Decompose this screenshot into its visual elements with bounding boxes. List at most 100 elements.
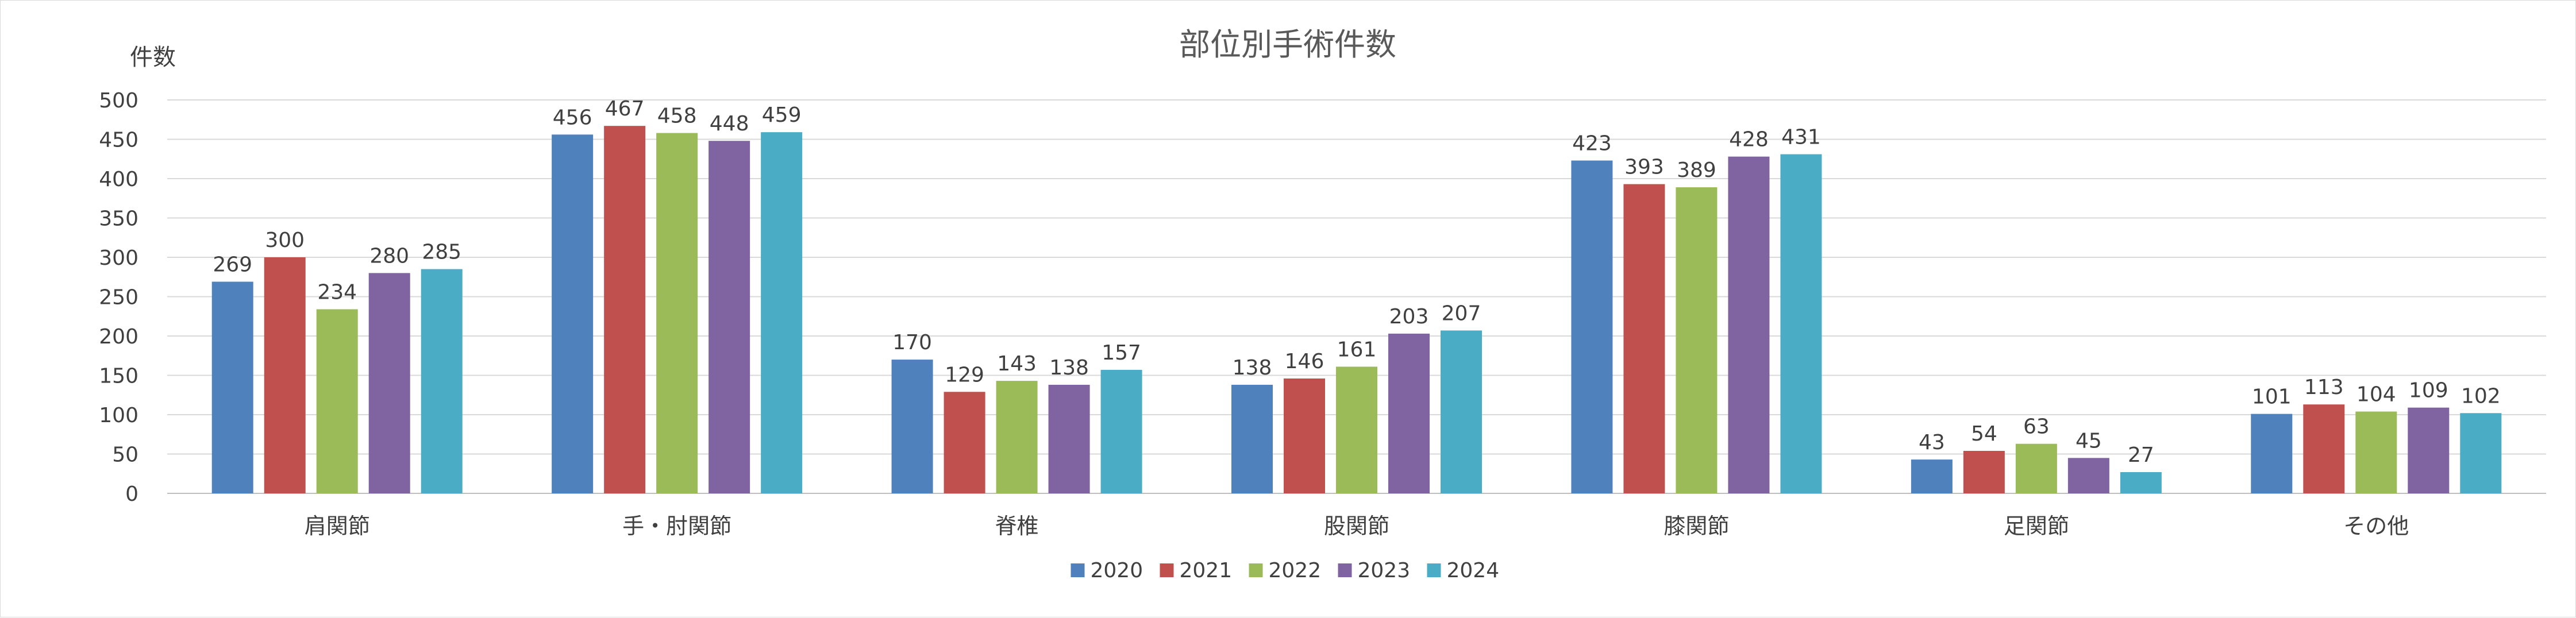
data-label: 203 (1389, 305, 1429, 329)
bar (2067, 458, 2109, 493)
bar (2120, 472, 2162, 493)
y-tick-label: 250 (99, 286, 138, 310)
data-label: 138 (1233, 356, 1272, 380)
data-label: 423 (1572, 132, 1612, 155)
y-tick-label: 0 (125, 482, 138, 506)
data-label: 458 (657, 105, 697, 128)
bar (2015, 443, 2057, 493)
data-label: 146 (1285, 350, 1324, 373)
bar (316, 309, 358, 493)
bar (996, 381, 1038, 493)
bar (1100, 369, 1142, 493)
legend: 2020 2021 2022 2023 2024 (1071, 559, 1499, 582)
data-label: 161 (1337, 338, 1377, 361)
bar (1780, 154, 1822, 493)
bar (2355, 411, 2397, 493)
data-label: 143 (997, 352, 1037, 376)
data-label: 285 (422, 241, 461, 264)
x-axis-ticks: 肩関節 手・肘関節 脊椎 股関節 膝関節 足関節 その他 (305, 513, 2409, 539)
data-label: 129 (945, 363, 984, 387)
data-label: 43 (1919, 431, 1945, 454)
data-label: 101 (2252, 385, 2292, 409)
y-tick-label: 100 (99, 404, 138, 427)
data-label: 389 (1677, 159, 1716, 182)
bar (552, 134, 594, 493)
bar (2251, 414, 2293, 493)
y-tick-label: 300 (99, 246, 138, 270)
bar (1284, 378, 1325, 493)
data-label: 428 (1729, 128, 1769, 152)
bar (761, 132, 803, 494)
bar (1963, 451, 2005, 493)
bar (2460, 413, 2502, 493)
x-tick-label: 手・肘関節 (622, 513, 731, 539)
legend-swatch (1071, 563, 1085, 577)
x-tick-label: 肩関節 (305, 513, 370, 539)
bar (1676, 187, 1718, 493)
data-label: 467 (605, 97, 645, 121)
data-label: 102 (2461, 384, 2501, 408)
data-label: 138 (1049, 356, 1089, 380)
bar (709, 141, 750, 494)
bar (1336, 366, 1377, 493)
x-tick-label: 脊椎 (995, 513, 1039, 539)
y-tick-label: 450 (99, 129, 138, 152)
data-label: 234 (317, 280, 357, 304)
bar (2408, 407, 2450, 493)
data-label: 104 (2356, 383, 2396, 407)
bar (891, 360, 933, 493)
data-label: 170 (892, 331, 932, 354)
data-label: 269 (213, 253, 252, 276)
bar (421, 269, 463, 493)
legend-swatch (1249, 563, 1263, 577)
y-tick-label: 350 (99, 207, 138, 231)
data-label: 113 (2304, 376, 2344, 399)
bar (604, 126, 646, 493)
x-tick-label: その他 (2343, 513, 2409, 539)
data-label: 300 (265, 229, 305, 252)
data-label: 431 (1781, 126, 1821, 149)
legend-label: 2022 (1269, 559, 1322, 582)
x-tick-label: 足関節 (2004, 513, 2069, 539)
data-label: 448 (710, 112, 749, 136)
bar (1388, 333, 1430, 493)
data-label: 109 (2409, 379, 2448, 403)
data-label: 393 (1624, 156, 1664, 179)
bar (2303, 404, 2345, 493)
legend-swatch (1427, 563, 1441, 577)
chart-title: 部位別手術件数 (1179, 26, 1396, 63)
bar (1571, 160, 1613, 493)
bar (1911, 459, 1953, 493)
bar (1048, 384, 1090, 493)
data-labels: 269 300 234 280 285 456 467 458 448 459 170 129 143 1… (213, 97, 2500, 467)
data-label: 207 (1442, 302, 1481, 325)
y-tick-label: 200 (99, 325, 138, 349)
legend-swatch (1160, 563, 1174, 577)
x-tick-label: 股関節 (1324, 513, 1389, 539)
bar (1728, 156, 1770, 493)
data-label: 459 (762, 103, 802, 127)
data-label: 45 (2076, 429, 2102, 453)
data-label: 280 (369, 244, 409, 268)
bar (211, 281, 253, 493)
bars (211, 126, 2502, 494)
data-label: 157 (1102, 341, 1141, 365)
y-axis-title: 件数 (130, 44, 176, 71)
legend-label: 2020 (1091, 559, 1143, 582)
bar (1441, 330, 1482, 493)
y-tick-label: 400 (99, 168, 138, 191)
x-tick-label: 膝関節 (1664, 513, 1729, 539)
bar (264, 257, 306, 493)
y-tick-label: 500 (99, 89, 138, 113)
legend-label: 2021 (1180, 559, 1233, 582)
y-axis-ticks: 0 50 100 150 200 250 300 350 400 450 500 (99, 89, 138, 506)
bar (1231, 384, 1273, 493)
data-label: 63 (2023, 415, 2050, 439)
legend-label: 2023 (1358, 559, 1411, 582)
y-tick-label: 150 (99, 365, 138, 388)
bar (656, 133, 698, 494)
y-tick-label: 50 (112, 443, 138, 467)
data-label: 54 (1971, 422, 1997, 446)
